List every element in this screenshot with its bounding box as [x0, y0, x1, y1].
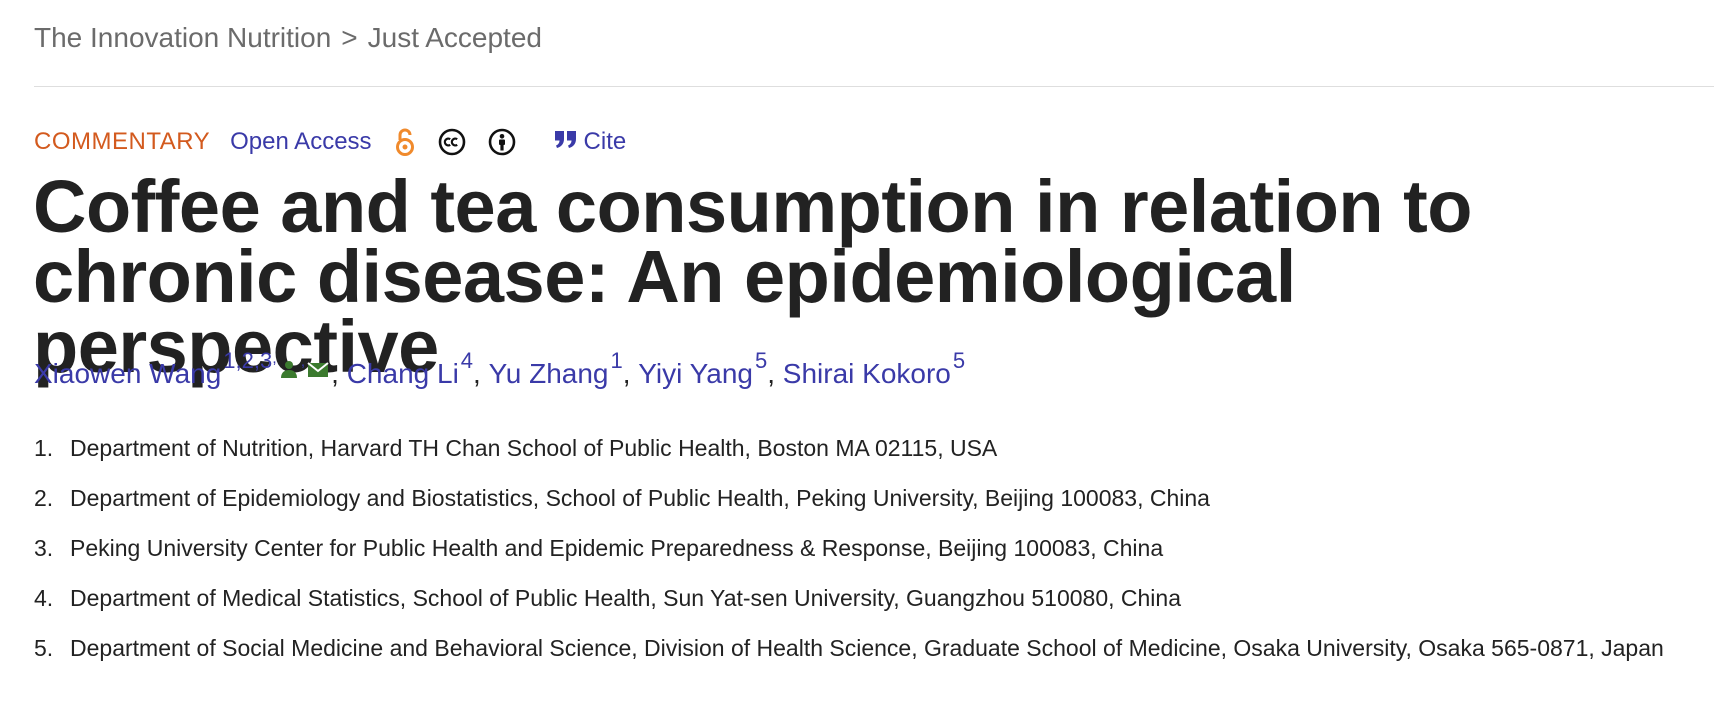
envelope-icon[interactable] [307, 354, 329, 386]
author-affiliation-superscript[interactable]: 1,2,3 [223, 348, 273, 373]
creative-commons-icon[interactable] [438, 128, 466, 156]
article-meta-row: COMMENTARY Open Access [34, 124, 626, 160]
affiliation-text: Department of Medical Statistics, School… [70, 585, 1181, 611]
affiliation-text: Department of Epidemiology and Biostatis… [70, 485, 1210, 511]
article-title: Coffee and tea consumption in relation t… [33, 165, 1473, 388]
affiliation-item: 5. Department of Social Medicine and Beh… [34, 628, 1684, 668]
affiliation-list: 1. Department of Nutrition, Harvard TH C… [34, 428, 1684, 678]
author-link[interactable]: Xiaowen Wang [34, 358, 222, 389]
affiliation-number: 1. [34, 435, 54, 461]
author-affiliation-superscript[interactable]: 1 [610, 348, 623, 373]
author-list: Xiaowen Wang 1,2,3 , , , Chang Li 4 , Yu… [34, 348, 966, 389]
affiliation-number: 5. [34, 635, 54, 661]
corresponding-author-icons: , [279, 353, 329, 386]
open-access-lock-icon [394, 127, 416, 157]
attribution-icon[interactable] [488, 128, 516, 156]
author-affiliation-superscript[interactable]: 5 [952, 348, 966, 373]
person-icon[interactable] [279, 354, 299, 386]
author-link[interactable]: Chang Li [346, 358, 459, 389]
article-type-label: COMMENTARY [34, 128, 211, 155]
cite-button[interactable]: Cite [554, 128, 627, 156]
breadcrumb-section-link[interactable]: Just Accepted [367, 22, 542, 53]
author-link[interactable]: Shirai Kokoro [782, 358, 951, 389]
author-link[interactable]: Yu Zhang [488, 358, 609, 389]
breadcrumb: The Innovation Nutrition > Just Accepted [34, 22, 542, 54]
affiliation-number: 2. [34, 485, 54, 511]
breadcrumb-separator: > [341, 22, 358, 53]
affiliation-item: 4. Department of Medical Statistics, Sch… [34, 578, 1684, 618]
affiliation-number: 3. [34, 535, 54, 561]
quote-icon [554, 128, 578, 156]
affiliation-number: 4. [34, 585, 54, 611]
open-access-link[interactable]: Open Access [230, 128, 372, 155]
affiliation-item: 1. Department of Nutrition, Harvard TH C… [34, 428, 1684, 468]
cite-label: Cite [583, 128, 627, 155]
affiliation-text: Peking University Center for Public Heal… [70, 535, 1164, 561]
header-divider [34, 86, 1714, 87]
breadcrumb-journal-link[interactable]: The Innovation Nutrition [34, 22, 332, 53]
affiliation-item: 2. Department of Epidemiology and Biosta… [34, 478, 1684, 518]
affiliation-item: 3. Peking University Center for Public H… [34, 528, 1684, 568]
affiliation-text: Department of Social Medicine and Behavi… [70, 635, 1664, 661]
author-link[interactable]: Yiyi Yang [638, 358, 753, 389]
author-affiliation-superscript[interactable]: 5 [754, 348, 768, 373]
affiliation-text: Department of Nutrition, Harvard TH Chan… [70, 435, 998, 461]
author-affiliation-superscript[interactable]: 4 [460, 348, 474, 373]
